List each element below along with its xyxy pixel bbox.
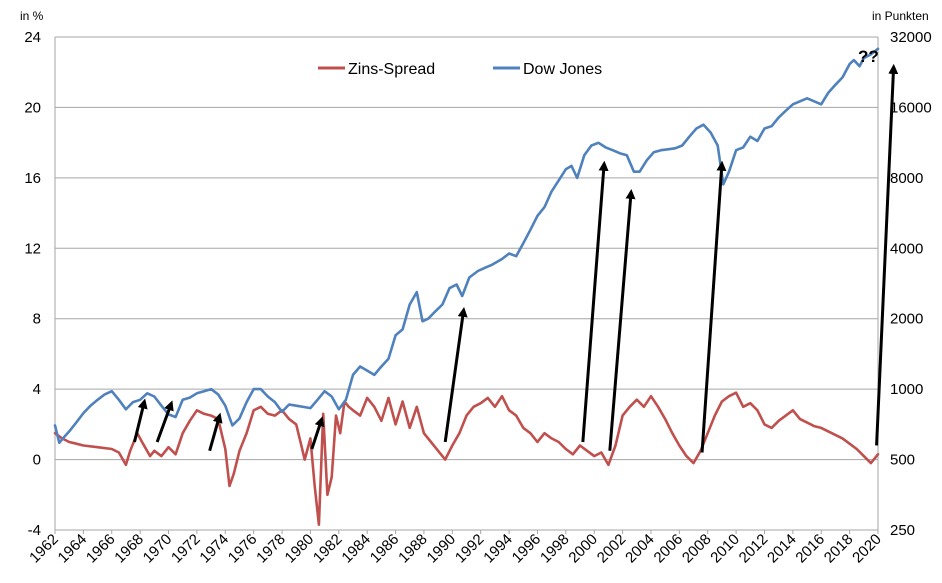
right-tick-label: 250	[890, 522, 915, 539]
x-tick-label: 1976	[225, 531, 261, 567]
left-axis-unit: in %	[20, 9, 44, 23]
x-tick-label: 2020	[849, 531, 885, 567]
x-tick-label: 1970	[140, 531, 176, 567]
annotation-arrow	[443, 306, 468, 443]
left-axis-ticks: -4 0 4 8 12 16 20 24	[24, 29, 41, 539]
x-tick-label: 1978	[253, 531, 289, 567]
left-tick-label: 24	[24, 29, 41, 46]
right-tick-label: 16000	[890, 99, 932, 116]
x-tick-label: 2004	[622, 531, 658, 567]
annotation-arrow	[155, 400, 174, 443]
x-tick-label: 2018	[821, 531, 857, 567]
right-axis-unit: in Punkten	[872, 9, 929, 23]
x-tick-label: 2006	[651, 531, 687, 567]
legend: Zins-Spread Dow Jones	[318, 61, 602, 78]
x-tick-label: 2010	[707, 531, 743, 567]
x-tick-label: 1990	[424, 531, 460, 567]
x-tick-label: 2016	[792, 531, 828, 567]
left-tick-label: 16	[24, 170, 41, 187]
annotation-arrow	[581, 160, 609, 443]
right-tick-label: 2000	[890, 311, 923, 328]
x-tick-label: 1968	[111, 531, 147, 567]
x-tick-label: 1996	[509, 531, 545, 567]
series-dow-jones	[53, 47, 880, 445]
annotation-arrow	[875, 63, 899, 446]
legend-label-dow: Dow Jones	[523, 61, 602, 78]
x-tick-label: 2014	[764, 531, 800, 567]
x-tick-label: 1986	[367, 531, 403, 567]
annotation-arrow	[608, 188, 636, 451]
left-tick-label: 12	[24, 240, 41, 257]
right-tick-label: 8000	[890, 170, 923, 187]
x-tick-label: 2012	[736, 531, 772, 567]
x-tick-label: 2002	[594, 531, 630, 567]
x-tick-label: 1980	[282, 531, 318, 567]
left-tick-label: 8	[33, 311, 41, 328]
left-tick-label: -4	[28, 522, 41, 539]
right-axis-ticks: 250 500 1000 2000 4000 8000 16000 32000	[890, 29, 932, 539]
x-tick-label: 1994	[480, 531, 516, 567]
series-zins-spread	[53, 391, 880, 527]
x-tick-label: 1988	[395, 531, 431, 567]
annotation-arrow	[700, 160, 727, 453]
gridlines	[54, 36, 879, 531]
x-tick-label: 1974	[196, 531, 232, 567]
x-tick-label: 1964	[55, 531, 91, 567]
x-tick-label: 2008	[679, 531, 715, 567]
right-tick-label: 1000	[890, 381, 923, 398]
x-tick-label: 1966	[83, 531, 119, 567]
x-tick-label: 2000	[565, 531, 601, 567]
x-tick-label: 1998	[537, 531, 573, 567]
arrow-layer	[133, 63, 899, 453]
right-tick-label: 32000	[890, 29, 932, 46]
left-tick-label: 20	[24, 99, 41, 116]
annotation-arrow	[208, 412, 223, 452]
right-tick-label: 500	[890, 452, 915, 469]
x-tick-label: 1982	[310, 531, 346, 567]
left-tick-label: 0	[33, 452, 41, 469]
annotation-arrow	[310, 416, 325, 450]
x-tick-label: 1972	[168, 531, 204, 567]
legend-label-spread: Zins-Spread	[348, 61, 435, 78]
annotation-arrow	[133, 398, 148, 443]
left-tick-label: 4	[33, 381, 41, 398]
x-tick-label: 1992	[452, 531, 488, 567]
right-tick-label: 4000	[890, 240, 923, 257]
x-tick-label: 1984	[338, 531, 374, 567]
x-axis-ticks: 1962196419661968197019721974197619781980…	[26, 529, 885, 567]
series-layer	[53, 47, 880, 527]
question-annotation: ??	[858, 47, 879, 66]
